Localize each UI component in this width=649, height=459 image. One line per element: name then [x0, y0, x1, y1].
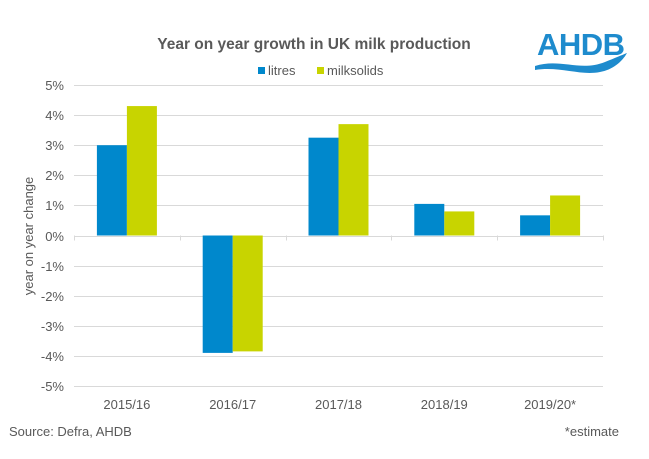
- bar-litres-201920: [520, 215, 551, 236]
- y-tick-label: 2%: [45, 168, 64, 183]
- ahdb-logo: AHDB: [535, 27, 627, 73]
- x-tick-label: 2017/18: [315, 397, 362, 412]
- y-tick-label: -5%: [41, 379, 65, 394]
- x-axis: 2015/16 2016/17 2017/18 2018/19 2019/20*: [103, 397, 576, 412]
- y-tick-label: 1%: [45, 198, 64, 213]
- bar-milksolids-201718: [338, 124, 369, 236]
- legend-swatch-litres: [258, 67, 265, 74]
- legend-label-litres: litres: [268, 63, 296, 78]
- legend-swatch-milksolids: [317, 67, 324, 74]
- estimate-note: *estimate: [565, 424, 619, 439]
- y-tick-label: 0%: [45, 229, 64, 244]
- bar-milksolids-201920: [550, 195, 581, 236]
- logo-wave-icon: [535, 53, 627, 73]
- bars: [96, 106, 581, 353]
- bar-litres-201516: [96, 145, 127, 236]
- bar-litres-201617: [202, 235, 233, 353]
- logo-text: AHDB: [537, 27, 625, 62]
- bar-milksolids-201516: [126, 106, 157, 236]
- x-tick-label: 2015/16: [103, 397, 150, 412]
- x-tick-label: 2019/20*: [524, 397, 576, 412]
- chart-title: Year on year growth in UK milk productio…: [157, 36, 471, 53]
- x-tick-label: 2016/17: [209, 397, 256, 412]
- legend: litres milksolids: [258, 63, 384, 78]
- y-axis: 5% 4% 3% 2% 1% 0% -1% -2% -3% -4% -5%: [41, 78, 65, 394]
- y-tick-label: 5%: [45, 78, 64, 93]
- bar-litres-201819: [414, 203, 445, 236]
- y-tick-label: -1%: [41, 259, 65, 274]
- legend-label-milksolids: milksolids: [327, 63, 384, 78]
- bar-milksolids-201819: [444, 211, 475, 236]
- y-tick-label: -4%: [41, 349, 65, 364]
- y-tick-label: -2%: [41, 289, 65, 304]
- source-note: Source: Defra, AHDB: [9, 424, 132, 439]
- bar-milksolids-201617: [232, 235, 263, 352]
- y-tick-label: -3%: [41, 319, 65, 334]
- y-tick-label: 4%: [45, 108, 64, 123]
- bar-litres-201718: [308, 137, 339, 236]
- y-tick-label: 3%: [45, 138, 64, 153]
- y-axis-label: year on year change: [21, 177, 36, 296]
- x-tick-label: 2018/19: [421, 397, 468, 412]
